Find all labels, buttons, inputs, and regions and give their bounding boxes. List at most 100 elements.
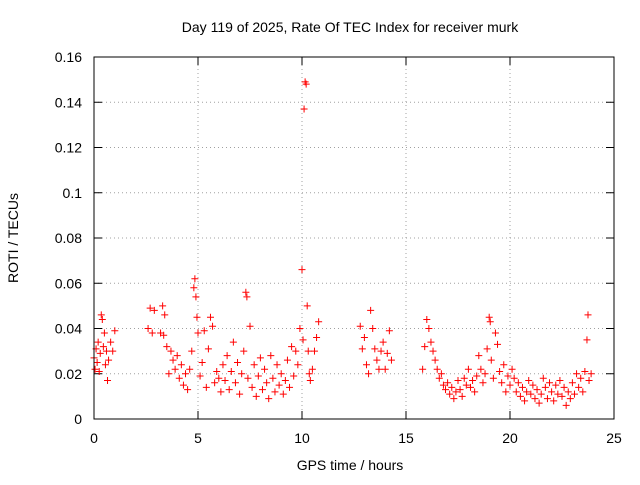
axis-ticks: 0 0.02 0.04 0.06 0.08 0.1 0.12 0.14 0.16 0 5 10 15 20… [55, 49, 622, 446]
grid-lines [94, 57, 614, 419]
data-point [281, 377, 289, 385]
data-point [99, 343, 107, 351]
data-point [537, 390, 545, 398]
data-point [460, 374, 468, 382]
data-point [231, 379, 239, 387]
data-point [498, 379, 506, 387]
data-point [552, 381, 560, 389]
data-point [286, 383, 294, 391]
data-point [448, 383, 456, 391]
data-point [190, 284, 198, 292]
data-point [267, 352, 275, 360]
data-point [387, 356, 395, 364]
data-point [252, 392, 260, 400]
data-point [494, 340, 502, 348]
data-point [223, 352, 231, 360]
data-point [296, 325, 304, 332]
data-point [506, 381, 514, 389]
data-point [466, 383, 474, 391]
data-point [161, 311, 169, 319]
data-point [487, 356, 495, 364]
data-point [481, 370, 489, 378]
data-point [577, 374, 585, 382]
data-point [521, 397, 529, 405]
data-point [182, 370, 190, 378]
data-point [169, 356, 177, 364]
data-point [435, 374, 443, 382]
data-point [562, 401, 570, 409]
data-point [579, 388, 587, 396]
data-point [215, 374, 223, 382]
data-point [508, 365, 516, 373]
data-point [584, 311, 592, 319]
data-point [375, 365, 383, 373]
data-point [93, 358, 101, 366]
data-point [496, 367, 504, 375]
data-point [471, 388, 479, 396]
data-point [107, 338, 115, 346]
y-tick-label: 0.02 [55, 366, 82, 382]
data-point [192, 293, 200, 301]
data-point [510, 374, 518, 382]
data-point [300, 105, 308, 113]
data-point [456, 386, 464, 394]
data-point [94, 338, 102, 346]
y-tick-label: 0.08 [55, 230, 82, 246]
data-point [379, 338, 387, 346]
data-point [186, 365, 194, 373]
y-tick-label: 0.16 [55, 49, 82, 65]
data-point [227, 367, 235, 375]
data-point [248, 383, 256, 391]
data-point [229, 338, 237, 346]
data-point [385, 327, 393, 335]
data-point [171, 365, 179, 373]
data-point [367, 306, 375, 314]
data-point [462, 381, 470, 389]
data-point [308, 365, 316, 373]
data-point [421, 343, 429, 351]
data-point [234, 358, 242, 366]
x-tick-label: 0 [90, 430, 98, 446]
data-point [193, 313, 201, 321]
data-point [500, 361, 508, 369]
y-axis-label: ROTI / TECUs [5, 193, 21, 283]
data-point [288, 343, 296, 351]
data-point [298, 266, 306, 274]
data-point [98, 315, 106, 323]
data-point [111, 327, 119, 335]
data-point [225, 386, 233, 394]
data-point [452, 388, 460, 396]
y-tick-label: 0.04 [55, 321, 82, 337]
data-point [209, 322, 217, 330]
data-point [558, 392, 566, 400]
data-point [277, 370, 285, 378]
data-point [269, 374, 277, 382]
data-point [271, 388, 279, 396]
x-tick-label: 5 [194, 430, 202, 446]
data-point [290, 372, 298, 380]
data-point [564, 388, 572, 396]
data-point [433, 365, 441, 373]
data-point [105, 356, 113, 364]
data-point [489, 374, 497, 382]
data-point [535, 399, 543, 407]
data-point [250, 361, 258, 369]
data-point [148, 329, 156, 337]
data-point [491, 329, 499, 337]
data-point [310, 347, 318, 355]
data-point [518, 383, 526, 391]
data-point [213, 367, 221, 375]
data-point [275, 381, 283, 389]
data-point [246, 322, 254, 330]
data-point [150, 306, 158, 314]
plot-frame [93, 56, 615, 420]
data-point [265, 395, 273, 403]
data-point [294, 361, 302, 369]
data-point [315, 318, 323, 326]
x-tick-label: 25 [606, 430, 622, 446]
data-points [90, 78, 595, 409]
data-point [514, 379, 522, 387]
data-point [419, 365, 427, 373]
data-point [109, 347, 117, 355]
